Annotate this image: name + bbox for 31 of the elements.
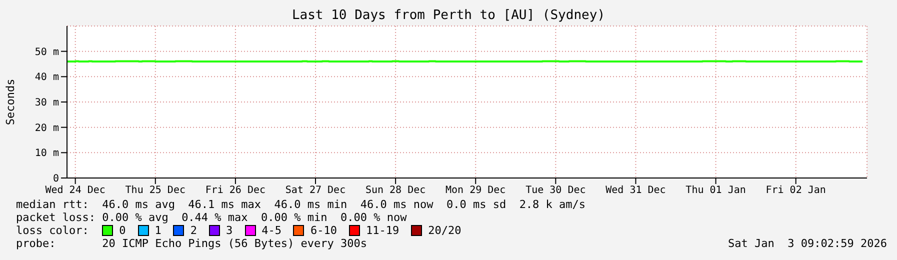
legend-title: loss color: bbox=[16, 224, 90, 237]
legend-label: 2 bbox=[189, 224, 197, 237]
y-tick-label: 50 m bbox=[34, 46, 59, 58]
legend-label: 1 bbox=[154, 224, 162, 237]
x-tick-label: Wed 31 Dec bbox=[606, 185, 666, 196]
y-tick-label: 40 m bbox=[34, 72, 59, 84]
legend-label: 4-5 bbox=[260, 224, 282, 237]
text: probe: 20 ICMP Echo Pings (56 Bytes) every 300s bbox=[16, 237, 367, 250]
text: median rtt: 46.0 ms avg 46.1 ms max 46.0 ms min 46.0 ms now 0.0 ms sd 2.8 k am/s bbox=[16, 198, 587, 211]
x-tick-label: Mon 29 Dec bbox=[446, 185, 506, 196]
legend-label: 6-10 bbox=[309, 224, 337, 237]
x-tick-label: Tue 30 Dec bbox=[526, 185, 586, 196]
legend-label: 3 bbox=[224, 224, 233, 237]
x-tick-label: Thu 25 Dec bbox=[125, 185, 186, 196]
y-tick-label: 30 m bbox=[34, 98, 59, 109]
x-tick-label: Sat 27 Dec bbox=[285, 185, 346, 196]
x-tick-label: Sun 28 Dec bbox=[365, 185, 426, 196]
x-tick-label: Wed 24 Dec bbox=[45, 185, 106, 196]
x-tick-label: Fri 26 Dec bbox=[205, 185, 266, 196]
legend-label: 0 bbox=[118, 224, 126, 237]
x-tick-label: Fri 02 Jan bbox=[766, 185, 826, 196]
x-tick-label: Thu 01 Jan bbox=[686, 185, 746, 196]
text: Sat Jan 3 09:02:59 2026 bbox=[728, 237, 887, 250]
y-axis-title: Seconds bbox=[4, 78, 17, 126]
text: packet loss: 0.00 % avg 0.44 % max 0.00 % min 0.00 % now bbox=[16, 211, 408, 224]
legend-label: 11-19 bbox=[364, 224, 400, 237]
chart-title: Last 10 Days from Perth to [AU] (Sydney) bbox=[290, 8, 606, 24]
legend-label: 20/20 bbox=[427, 224, 462, 237]
y-tick-label: 10 m bbox=[34, 148, 59, 160]
y-tick-label: 20 m bbox=[34, 122, 59, 134]
y-tick-label: 0 bbox=[52, 174, 59, 185]
